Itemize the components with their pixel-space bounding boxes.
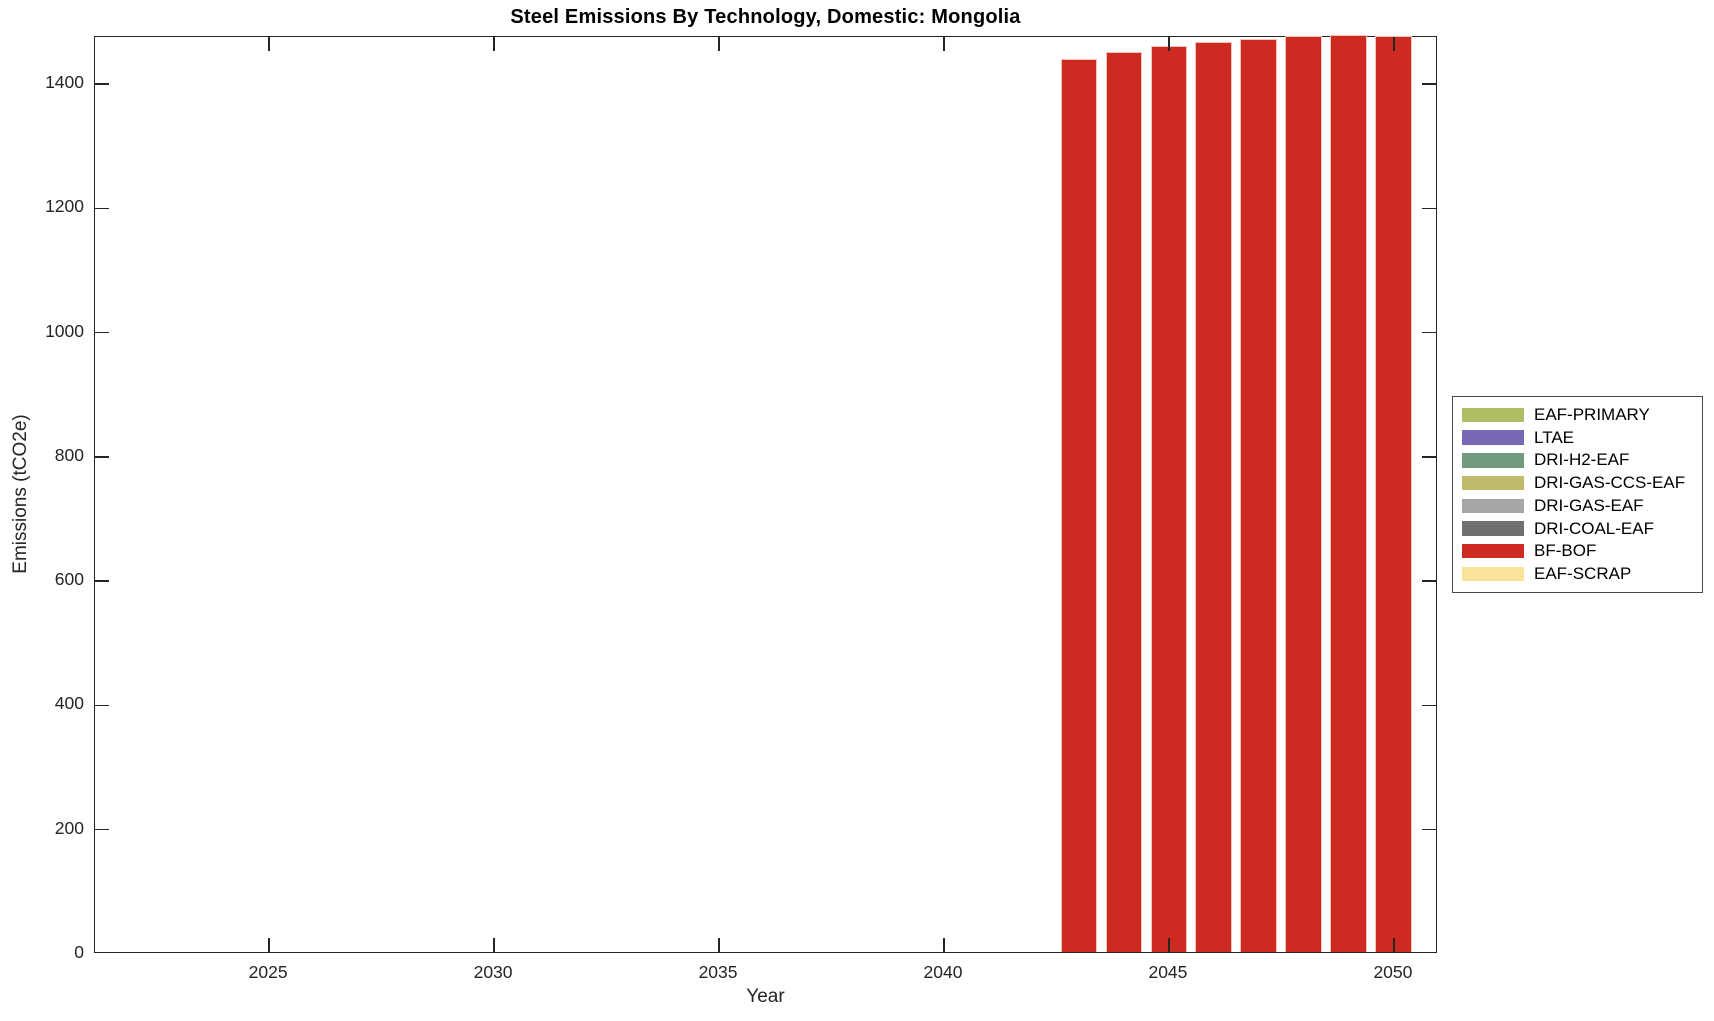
bar-bf-bof-2050	[1375, 36, 1413, 952]
y-tick-mark-400	[1422, 704, 1436, 707]
legend-swatch-ltae	[1462, 430, 1524, 445]
y-axis-label: Emissions (tCO2e)	[10, 414, 31, 574]
y-tick-mark-800	[95, 456, 109, 458]
y-tick-label-800: 800	[54, 444, 84, 465]
plot-area	[94, 35, 1437, 953]
chart-title: Steel Emissions By Technology, Domestic:…	[510, 6, 1021, 28]
legend-label: DRI-COAL-EAF	[1534, 518, 1654, 538]
legend-item-dri-gas-eaf: DRI-GAS-EAF	[1462, 496, 1696, 516]
legend-label: DRI-GAS-EAF	[1534, 495, 1644, 515]
legend-item-bf-bof: BF-BOF	[1462, 541, 1696, 561]
x-tick-mark-2045	[1168, 938, 1170, 952]
bar-bf-bof-2045	[1150, 46, 1188, 952]
legend-swatch-dri-gas-eaf	[1462, 498, 1524, 514]
legend-item-eaf-scrap: EAF-SCRAP	[1462, 564, 1696, 584]
x-tick-mark-2050	[1393, 37, 1395, 51]
x-tick-mark-2030	[493, 37, 495, 51]
y-tick-label-200: 200	[54, 817, 84, 838]
bar-bf-bof-2049	[1330, 35, 1368, 952]
legend-swatch-eaf-primary	[1462, 407, 1524, 423]
legend-swatch-dri-h2-eaf	[1462, 453, 1524, 468]
bar-bf-bof-2043	[1060, 58, 1098, 952]
x-tick-mark-2040	[943, 938, 945, 952]
legend-swatch-dri-coal-eaf	[1462, 521, 1524, 536]
y-tick-label-400: 400	[54, 693, 84, 714]
legend-label: DRI-H2-EAF	[1534, 450, 1630, 470]
legend-label: DRI-GAS-CCS-EAF	[1534, 473, 1686, 493]
bar-bf-bof-2046	[1195, 41, 1233, 952]
y-tick-mark-1200	[95, 207, 109, 210]
y-tick-mark-600	[1422, 580, 1436, 582]
legend-item-eaf-primary: EAF-PRIMARY	[1462, 405, 1696, 425]
legend-item-dri-h2-eaf: DRI-H2-EAF	[1462, 450, 1696, 470]
x-tick-mark-2025	[268, 37, 270, 51]
bar-bf-bof-2047	[1240, 38, 1278, 952]
x-tick-label-2035: 2035	[698, 962, 738, 982]
legend-label: LTAE	[1534, 427, 1574, 447]
y-tick-label-0: 0	[74, 942, 84, 962]
y-tick-label-1000: 1000	[45, 320, 84, 341]
y-tick-label-1200: 1200	[45, 196, 84, 217]
y-tick-mark-800	[1422, 456, 1436, 458]
x-tick-label-2025: 2025	[248, 962, 288, 982]
y-tick-mark-1000	[1422, 331, 1436, 334]
legend-swatch-bf-bof	[1462, 543, 1524, 559]
y-tick-mark-1400	[95, 83, 109, 85]
y-tick-mark-400	[95, 704, 109, 707]
y-tick-mark-1200	[1422, 207, 1436, 210]
legend-swatch-dri-gas-ccs-eaf	[1462, 475, 1524, 491]
x-tick-label-2050: 2050	[1373, 962, 1413, 982]
legend-label: EAF-PRIMARY	[1534, 405, 1650, 424]
y-tick-label-600: 600	[54, 569, 84, 590]
legend: EAF-PRIMARY LTAE DRI-H2-EAF DRI-GAS-CCS-EAF…	[1452, 396, 1703, 593]
x-tick-mark-2040	[943, 37, 945, 51]
x-tick-label-2040: 2040	[923, 962, 963, 982]
x-tick-mark-2025	[268, 938, 270, 952]
bar-bf-bof-2048	[1285, 36, 1323, 952]
y-tick-mark-1000	[95, 331, 109, 334]
x-tick-mark-2035	[718, 37, 720, 51]
x-tick-mark-2030	[493, 938, 495, 952]
y-tick-mark-200	[1422, 828, 1436, 831]
y-tick-mark-200	[95, 828, 109, 831]
x-tick-label-2045: 2045	[1148, 962, 1188, 982]
y-tick-mark-1400	[1422, 83, 1436, 85]
legend-label: EAF-SCRAP	[1534, 563, 1632, 583]
legend-swatch-eaf-scrap	[1462, 566, 1524, 582]
y-tick-label-1400: 1400	[45, 72, 84, 93]
legend-item-dri-gas-ccs-eaf: DRI-GAS-CCS-EAF	[1462, 473, 1696, 493]
x-tick-mark-2050	[1393, 938, 1395, 952]
legend-item-ltae: LTAE	[1462, 428, 1696, 448]
x-axis-label: Year	[746, 986, 785, 1007]
x-tick-label-2030: 2030	[473, 962, 513, 982]
x-tick-mark-2045	[1168, 37, 1170, 51]
legend-label: BF-BOF	[1534, 541, 1597, 561]
y-tick-mark-600	[95, 580, 109, 582]
legend-item-dri-coal-eaf: DRI-COAL-EAF	[1462, 519, 1696, 539]
x-tick-mark-2035	[718, 938, 720, 952]
bar-bf-bof-2044	[1105, 52, 1143, 952]
